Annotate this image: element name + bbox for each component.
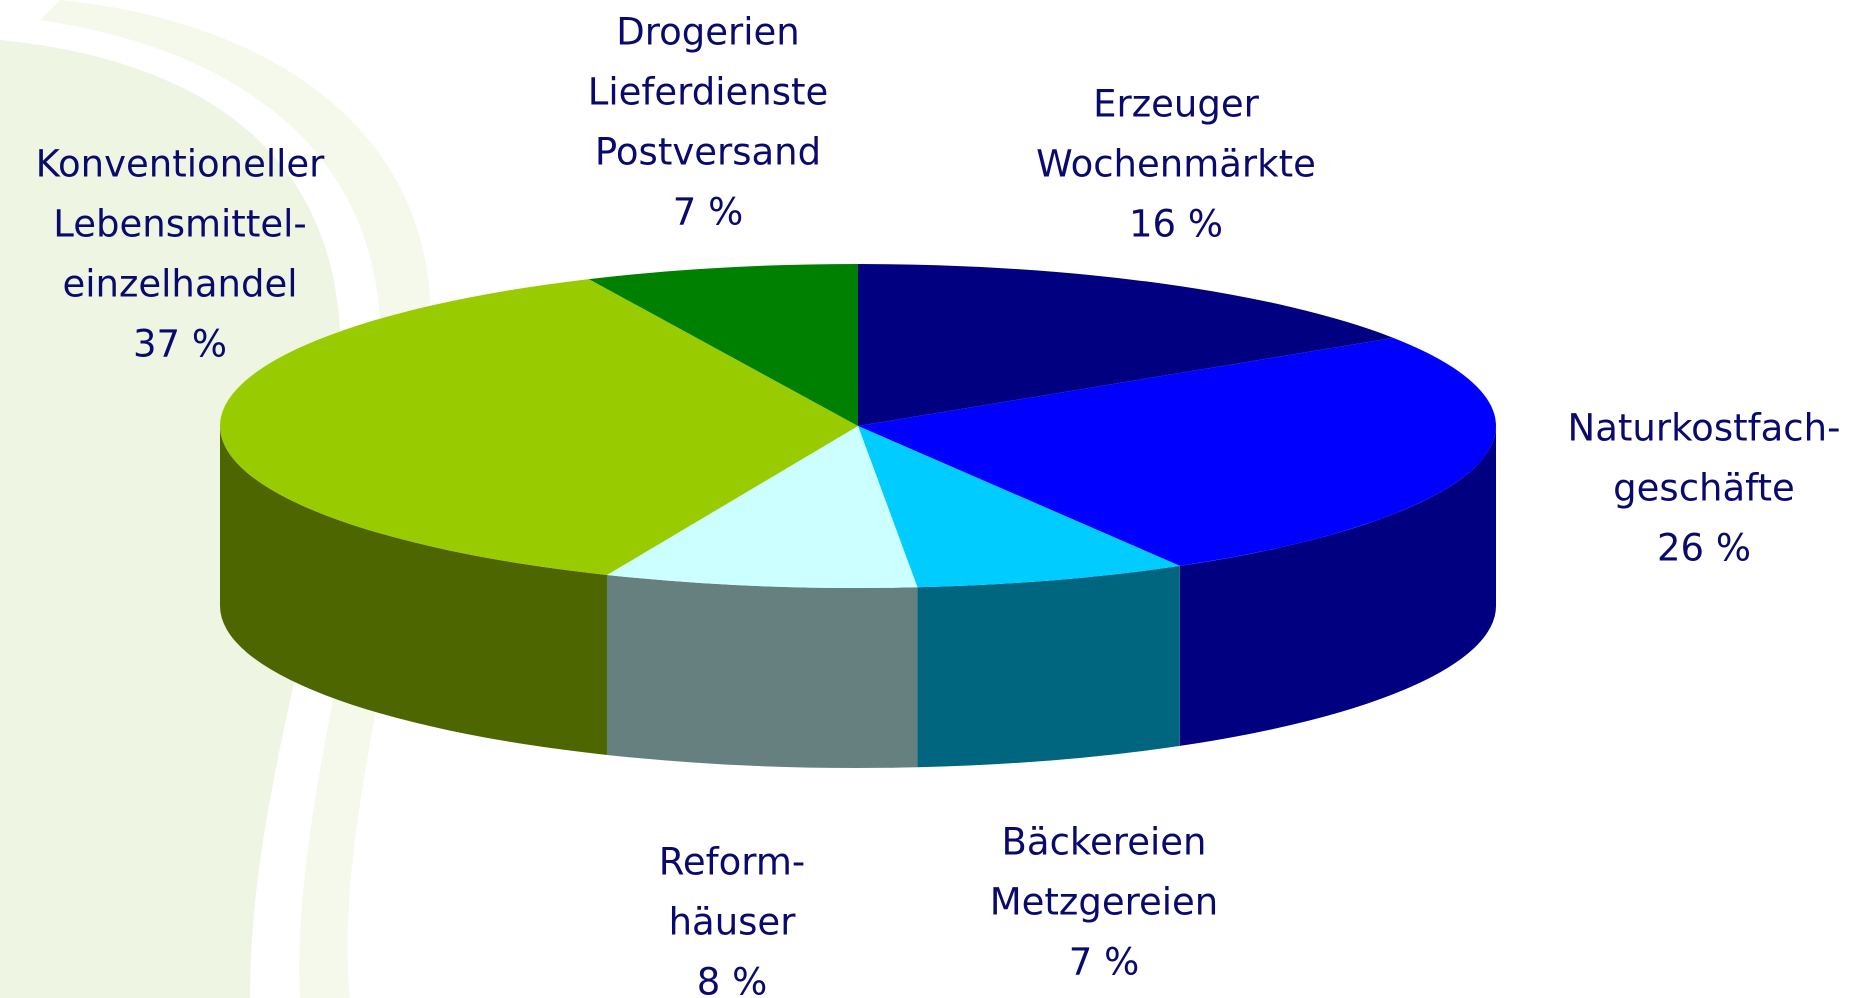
slice-side	[1179, 426, 1496, 746]
category-label: Lieferdienste	[588, 71, 829, 114]
slice	[858, 264, 1394, 426]
category-label: Reform-	[659, 841, 805, 884]
pie-sides	[220, 426, 1496, 769]
category-label: häuser	[669, 901, 797, 944]
category-label: Lebensmittel-	[53, 203, 306, 246]
category-label: Metzgereien	[990, 881, 1219, 924]
category-label: Postversand	[595, 131, 821, 174]
labels: Erzeuger Wochenmärkte 16 % Naturkostfach-ge…	[36, 11, 1841, 998]
slice	[219, 279, 858, 575]
slice	[858, 337, 1496, 566]
category-label: Drogerien	[616, 11, 799, 54]
value-label: 8 %	[697, 961, 767, 998]
category-label: Bäckereien	[1002, 821, 1207, 864]
category-label: einzelhandel	[62, 263, 297, 306]
slice	[606, 426, 918, 589]
category-label: geschäfte	[1613, 467, 1795, 510]
slice	[588, 264, 858, 426]
value-label: 37 %	[133, 323, 227, 366]
value-label: 26 %	[1657, 527, 1751, 570]
category-label: Wochenmärkte	[1036, 143, 1316, 186]
slice-side	[220, 426, 607, 755]
value-label: 16 %	[1129, 203, 1223, 246]
background-shape	[40, 0, 431, 998]
value-label: 7 %	[673, 191, 743, 234]
slice-side	[917, 565, 1180, 768]
category-label: Konventioneller	[36, 143, 326, 186]
value-label: 7 %	[1069, 941, 1139, 984]
category-label: Naturkostfach-	[1568, 407, 1841, 450]
slice	[858, 426, 1180, 588]
slice-side	[606, 574, 918, 769]
category-label: Erzeuger	[1093, 83, 1259, 126]
pie-tops	[219, 264, 1496, 589]
background-shape	[0, 40, 341, 998]
